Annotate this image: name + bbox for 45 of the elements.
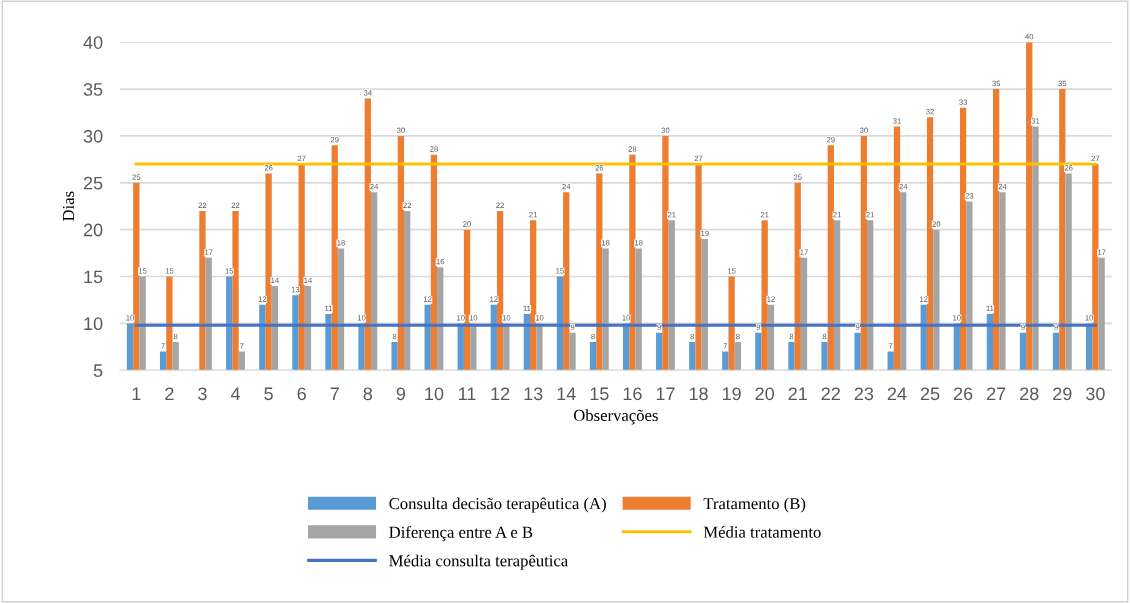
x-tick-label: 25 — [920, 387, 940, 401]
y-axis-title: Dias — [62, 191, 75, 222]
y-tick-label: 20 — [83, 223, 103, 237]
x-tick-label: 8 — [363, 387, 373, 401]
y-tick-label: 35 — [83, 83, 103, 96]
x-tick-label: 12 — [491, 387, 510, 400]
x-tick-label: 1 — [132, 387, 141, 400]
x-tick-label: 24 — [887, 387, 907, 400]
legend-label: Tratamento (B) — [703, 497, 806, 513]
x-tick-label: 7 — [330, 387, 339, 400]
x-tick-label: 17 — [656, 387, 675, 400]
x-tick-label: 3 — [198, 387, 207, 401]
x-tick-label: 13 — [524, 387, 543, 401]
x-tick-label: 23 — [854, 387, 874, 401]
x-tick-label: 21 — [788, 387, 807, 400]
y-tick-label: 40 — [83, 36, 103, 49]
x-tick-label: 27 — [987, 387, 1006, 400]
x-tick-label: 15 — [590, 387, 609, 401]
x-tick-label: 11 — [459, 387, 476, 400]
x-tick-label: 30 — [1086, 387, 1105, 401]
x-tick-label: 20 — [755, 387, 775, 401]
x-tick-label: 29 — [1053, 387, 1072, 401]
legend-label: Média tratamento — [703, 526, 821, 538]
x-tick-label: 6 — [297, 387, 306, 401]
y-tick-label: 30 — [83, 129, 103, 143]
x-tick-label: 4 — [230, 387, 241, 400]
x-tick-label: 16 — [623, 387, 642, 401]
x-axis-title: Observações — [573, 409, 658, 425]
legend-label: Consulta decisão terapêutica (A) — [389, 497, 606, 513]
legend-label: Diferença entre A e B — [389, 525, 533, 542]
x-tick-label: 22 — [821, 387, 840, 400]
x-tick-label: 28 — [1020, 387, 1039, 401]
x-tick-label: 10 — [425, 387, 444, 401]
x-tick-label: 9 — [396, 387, 406, 401]
x-tick-label: 2 — [165, 387, 174, 400]
x-tick-label: 18 — [689, 387, 708, 401]
x-tick-label: 19 — [722, 387, 741, 401]
x-tick-label: 5 — [264, 387, 273, 401]
x-tick-label: 14 — [557, 387, 576, 400]
y-tick-label: 15 — [84, 270, 103, 284]
y-tick-label: 10 — [84, 317, 103, 331]
x-tick-label: 26 — [953, 387, 973, 401]
legend-label: Média consulta terapêutica — [389, 554, 568, 570]
y-tick-label: 25 — [83, 176, 103, 190]
y-tick-label: 5 — [93, 364, 103, 377]
